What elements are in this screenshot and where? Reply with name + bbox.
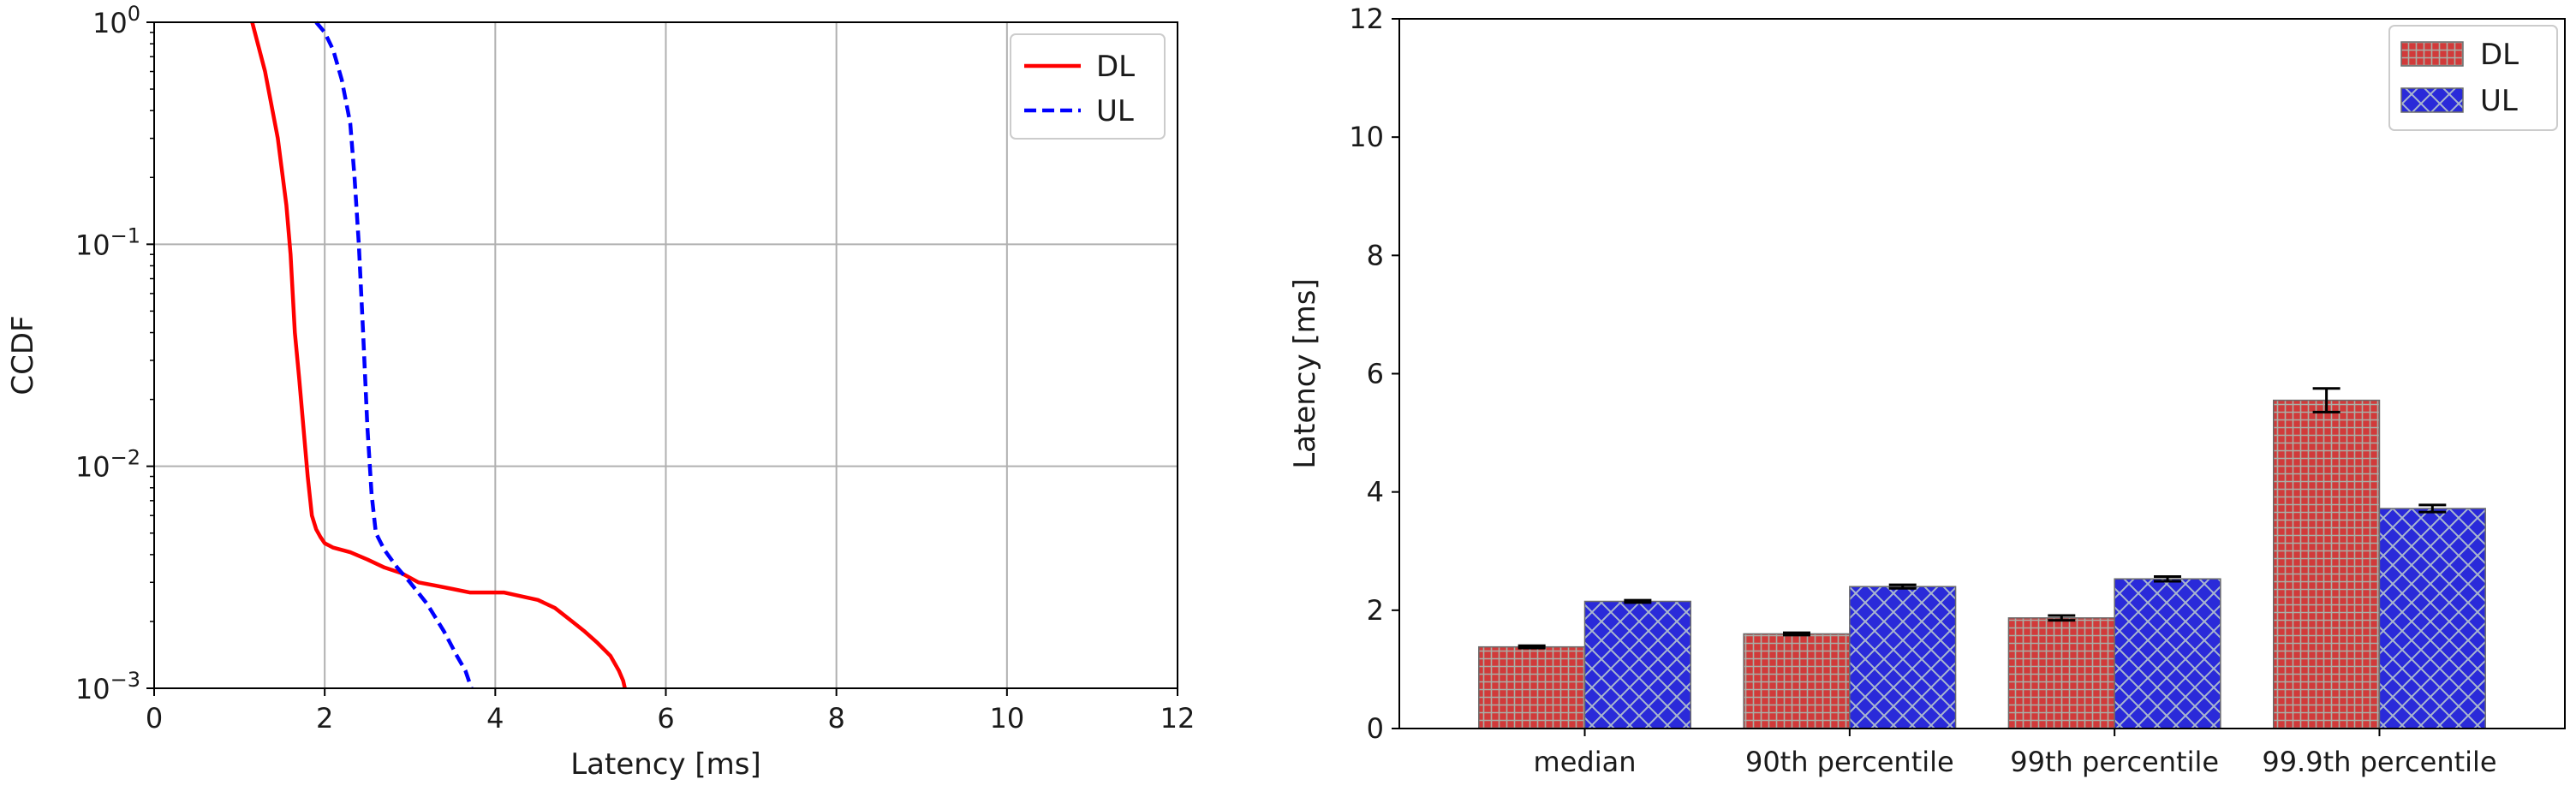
legend-swatch-dl	[2400, 41, 2464, 67]
y-tick-label: 10	[1349, 121, 1384, 153]
x-tick-label: 4	[486, 702, 504, 735]
latency-bar-chart: median 90th percentile 99th percentile 99.9…	[1288, 3, 2566, 778]
y-tick-label: 10−3	[75, 668, 140, 705]
x-tick-label: 99th percentile	[2010, 746, 2219, 778]
y-axis-ticks: 0 2 4 6 8 10 12	[1349, 3, 1399, 745]
bar-dl	[1478, 645, 1586, 729]
error-bar-dl	[2312, 387, 2340, 413]
y-tick-base: 10	[75, 229, 110, 261]
y-tick-exponent: −1	[110, 223, 140, 247]
y-tick-label: 6	[1367, 358, 1384, 390]
legend-label: UL	[1096, 94, 1134, 128]
y-tick-exponent: −2	[110, 446, 140, 470]
bar-ul	[1583, 600, 1691, 729]
x-tick-label: 2	[316, 702, 333, 735]
legend: DL UL	[1010, 33, 1166, 140]
legend-swatch-ul	[2400, 87, 2464, 113]
y-tick-label: 4	[1367, 476, 1384, 509]
error-bar-dl	[1518, 644, 1546, 650]
y-tick-base: 10	[92, 7, 128, 39]
error-bar-ul	[2418, 503, 2447, 514]
x-tick-label: 10	[989, 702, 1024, 735]
y-tick-base: 10	[75, 451, 110, 484]
series-line-ul	[314, 21, 474, 689]
y-axis-label: Latency [ms]	[1288, 278, 1322, 469]
x-axis-ticks: median 90th percentile 99th percentile 99.9…	[1534, 729, 2497, 778]
bar-ul	[2114, 578, 2221, 729]
legend: DL UL	[2388, 25, 2558, 131]
x-tick-label: 8	[827, 702, 844, 735]
bar-dl	[2273, 399, 2381, 729]
error-bar-dl	[2048, 614, 2076, 622]
x-tick-label: 0	[146, 702, 163, 735]
bar-dl	[2007, 617, 2115, 729]
y-tick-label: 100	[92, 2, 140, 39]
y-tick-label: 12	[1349, 3, 1384, 35]
y-tick-label: 10−1	[75, 223, 140, 261]
bar-dl	[1743, 633, 1851, 729]
legend-label: UL	[2480, 84, 2518, 118]
error-bar-ul	[2154, 574, 2182, 583]
y-tick-exponent: 0	[128, 2, 140, 26]
error-bar-ul	[1888, 583, 1917, 590]
bar-ul	[2378, 508, 2486, 729]
x-axis-label: Latency [ms]	[570, 747, 761, 782]
error-bar-ul	[1624, 598, 1652, 604]
y-axis-label: CCDF	[6, 315, 40, 395]
x-tick-label: 90th percentile	[1745, 746, 1954, 778]
y-tick-label: 8	[1367, 239, 1384, 271]
x-tick-label: 99.9th percentile	[2262, 746, 2496, 778]
legend-label: DL	[2480, 38, 2519, 72]
bars	[1478, 399, 2486, 729]
y-tick-label: 2	[1367, 594, 1384, 627]
y-tick-label: 0	[1367, 712, 1384, 745]
x-tick-label: 12	[1160, 702, 1196, 735]
x-tick-label: 6	[657, 702, 674, 735]
y-tick-exponent: −3	[110, 668, 140, 692]
series-lines	[250, 21, 627, 689]
legend-box	[1010, 33, 1166, 140]
bar-ul	[1849, 586, 1957, 729]
error-bar-dl	[1782, 631, 1810, 637]
y-tick-label: 10−2	[75, 446, 140, 484]
series-line-dl	[250, 21, 627, 689]
x-axis-ticks: 0 2 4 6 8 10 12	[146, 688, 1196, 735]
legend-label: DL	[1096, 50, 1135, 84]
y-tick-base: 10	[75, 673, 110, 705]
error-bars	[1518, 387, 2447, 650]
x-tick-label: median	[1534, 746, 1637, 778]
